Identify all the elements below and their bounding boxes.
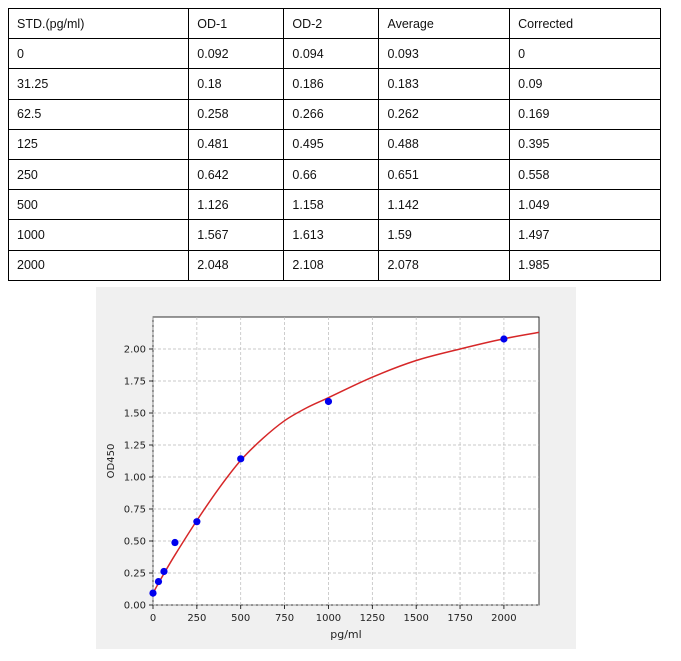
data-point	[154, 577, 163, 586]
cell-std: 0	[7, 38, 190, 70]
table-row: 250 0.642 0.66 0.651 0.558	[7, 158, 661, 191]
cell-average: 2.078	[378, 249, 511, 281]
x-tick-label: 0	[150, 613, 156, 624]
cell-od2: 2.108	[283, 249, 380, 281]
data-point	[500, 335, 508, 343]
cell-od1: 1.126	[188, 189, 285, 221]
cell-average: 0.183	[378, 68, 511, 100]
cell-od2: 0.495	[283, 128, 380, 160]
cell-od1: 0.18	[188, 68, 285, 100]
cell-od2: 0.186	[283, 68, 380, 100]
cell-average: 1.59	[378, 219, 511, 251]
cell-od1: 1.567	[188, 219, 285, 251]
table-row: 62.5 0.258 0.266 0.262 0.169	[7, 98, 661, 130]
cell-std: 125	[7, 128, 190, 160]
data-point	[237, 455, 245, 463]
x-tick-label: 500	[231, 613, 250, 624]
y-tick-label: 1.25	[124, 441, 146, 452]
cell-od2: 1.613	[283, 219, 380, 251]
y-tick-label: 0.75	[124, 505, 146, 516]
grid-lines	[152, 317, 539, 606]
y-tick-label: 1.50	[124, 409, 146, 420]
cell-corrected: 1.049	[509, 189, 661, 221]
data-point	[193, 518, 201, 526]
cell-average: 0.093	[378, 38, 511, 70]
cell-od2: 0.66	[283, 158, 380, 191]
cell-corrected: 0.09	[509, 68, 661, 100]
y-tick-label: 0.50	[124, 537, 146, 548]
cell-std: 31.25	[7, 68, 190, 100]
cell-std: 250	[7, 158, 190, 191]
cell-corrected: 0.169	[509, 98, 661, 130]
x-tick-label: 1750	[447, 613, 472, 624]
data-points	[149, 335, 508, 597]
cell-od2: 1.158	[283, 189, 380, 221]
table-row: 500 1.126 1.158 1.142 1.049	[7, 189, 661, 221]
data-point	[171, 538, 179, 547]
header-corrected: Corrected	[509, 7, 661, 40]
standard-curve-table: STD.(pg/ml) OD-1 OD-2 Average Corrected …	[7, 7, 661, 281]
x-tick-label: 2000	[491, 613, 516, 624]
cell-corrected: 0.558	[509, 158, 661, 191]
x-tick-label: 250	[187, 613, 206, 624]
cell-corrected: 0	[509, 38, 661, 70]
cell-average: 1.142	[378, 189, 511, 221]
header-od2: OD-2	[283, 7, 380, 40]
y-axis-label: OD450	[106, 444, 117, 479]
header-std: STD.(pg/ml)	[7, 7, 190, 40]
x-axis-label: pg/ml	[330, 628, 361, 641]
header-average: Average	[378, 7, 511, 40]
cell-od1: 2.048	[188, 249, 285, 281]
cell-average: 0.651	[378, 158, 511, 191]
table-row: 1000 1.567 1.613 1.59 1.497	[7, 219, 661, 251]
table-row: 2000 2.048 2.108 2.078 1.985	[7, 249, 661, 281]
y-tick-label: 0.00	[124, 601, 146, 612]
cell-std: 62.5	[7, 98, 190, 130]
cell-std: 2000	[7, 249, 190, 281]
table-row: 0 0.092 0.094 0.093 0	[7, 38, 661, 70]
data-point	[160, 567, 168, 576]
cell-od1: 0.258	[188, 98, 285, 130]
fit-curve	[152, 331, 540, 594]
table-row: 125 0.481 0.495 0.488 0.395	[7, 128, 661, 160]
cell-od2: 0.266	[283, 98, 380, 130]
chart-container: 0 250 500 750 1000 1250 1500 1750 2000 0.00 0.25 0…	[96, 287, 576, 649]
cell-od1: 0.642	[188, 158, 285, 191]
y-tick-label: 0.25	[124, 569, 146, 580]
cell-od1: 0.481	[188, 128, 285, 160]
table-header-row: STD.(pg/ml) OD-1 OD-2 Average Corrected	[7, 7, 661, 40]
cell-od2: 0.094	[283, 38, 380, 70]
cell-std: 1000	[7, 219, 190, 251]
cell-corrected: 0.395	[509, 128, 661, 160]
plot-area	[152, 316, 540, 606]
y-tick-label: 2.00	[124, 345, 146, 356]
y-tick-label: 1.00	[124, 473, 146, 484]
cell-average: 0.488	[378, 128, 511, 160]
cell-average: 0.262	[378, 98, 511, 130]
x-axis-ticks: 0 250 500 750 1000 1250 1500 1750 2000	[150, 605, 517, 624]
data-point	[324, 397, 333, 406]
cell-od1: 0.092	[188, 38, 285, 70]
x-tick-label: 1250	[360, 613, 385, 624]
standard-curve-chart: 0 250 500 750 1000 1250 1500 1750 2000 0.000.250…	[106, 316, 540, 641]
x-tick-label: 1000	[316, 613, 341, 624]
cell-std: 500	[7, 189, 190, 221]
table-row: 31.25 0.18 0.186 0.183 0.09	[7, 68, 661, 100]
x-tick-label: 750	[275, 613, 294, 624]
y-tick-label: 1.75	[124, 377, 146, 388]
y-axis-ticks: 0.00 0.25 0.50 0.75 1.00 1.25 1.50 1.75 2.00	[124, 345, 153, 612]
cell-corrected: 1.985	[509, 249, 661, 281]
header-od1: OD-1	[188, 7, 285, 40]
x-tick-label: 1500	[403, 613, 428, 624]
data-point	[149, 589, 157, 597]
cell-corrected: 1.497	[509, 219, 661, 251]
